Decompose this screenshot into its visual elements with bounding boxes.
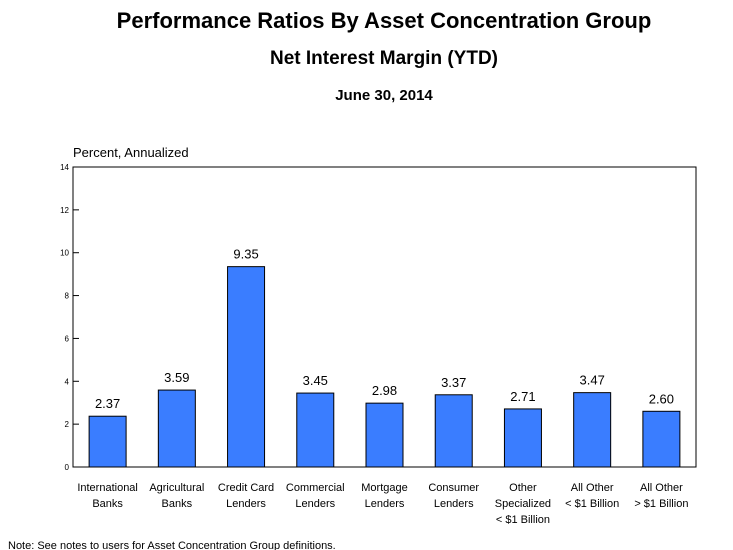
y-tick-label: 4 bbox=[65, 377, 70, 386]
y-axis-label: Percent, Annualized bbox=[73, 145, 189, 160]
x-tick-label: Lenders bbox=[434, 498, 474, 510]
bar bbox=[227, 266, 266, 468]
x-tick-label: Consumer bbox=[428, 482, 479, 494]
bar-value-label: 9.35 bbox=[233, 247, 258, 262]
y-tick-label: 8 bbox=[65, 292, 70, 301]
bar-value-label: 3.59 bbox=[164, 370, 189, 385]
bar bbox=[434, 394, 473, 468]
y-tick-label: 2 bbox=[65, 420, 70, 429]
y-tick-label: 6 bbox=[65, 334, 70, 343]
x-tick-label: < $1 Billion bbox=[565, 498, 619, 510]
x-tick-label: Specialized bbox=[495, 498, 551, 510]
chart-title: Performance Ratios By Asset Concentratio… bbox=[117, 8, 652, 33]
y-axis: 0 2 4 6 8 10 12 14 bbox=[60, 163, 79, 472]
x-tick-label: Banks bbox=[92, 498, 123, 510]
y-tick-label: 0 bbox=[65, 463, 70, 472]
x-tick-label: > $1 Billion bbox=[634, 498, 688, 510]
x-axis: International Banks Agricultural Banks Credi… bbox=[77, 482, 688, 526]
x-tick-label: All Other bbox=[640, 482, 683, 494]
x-tick-label: Lenders bbox=[226, 498, 266, 510]
x-tick-label: International bbox=[77, 482, 138, 494]
bar-value-label: 2.71 bbox=[510, 389, 535, 404]
chart-date: June 30, 2014 bbox=[335, 87, 433, 104]
footnote: Note: See notes to users for Asset Conce… bbox=[8, 540, 336, 550]
x-tick-label: All Other bbox=[571, 482, 614, 494]
bar-value-label: 2.60 bbox=[649, 391, 674, 406]
x-tick-label: Other bbox=[509, 482, 537, 494]
bar bbox=[365, 402, 404, 468]
bar bbox=[573, 392, 612, 468]
x-tick-label: Commercial bbox=[286, 482, 345, 494]
x-tick-label: < $1 Billion bbox=[496, 514, 550, 526]
y-tick-label: 14 bbox=[60, 163, 69, 172]
x-tick-label: Credit Card bbox=[218, 482, 274, 494]
bar-value-label: 2.37 bbox=[95, 396, 120, 411]
x-tick-label: Banks bbox=[162, 498, 193, 510]
x-tick-label: Agricultural bbox=[149, 482, 204, 494]
x-tick-label: Lenders bbox=[295, 498, 335, 510]
bar bbox=[88, 415, 127, 468]
y-tick-label: 10 bbox=[60, 249, 69, 258]
bar-value-label: 3.47 bbox=[580, 373, 605, 388]
bar bbox=[503, 408, 542, 468]
y-tick-label: 12 bbox=[60, 206, 69, 215]
x-tick-label: Mortgage bbox=[361, 482, 407, 494]
bar-value-label: 2.98 bbox=[372, 383, 397, 398]
bar-value-label: 3.45 bbox=[303, 373, 328, 388]
bars: 2.37 3.59 9.35 3.45 2.98 3.37 2.71 3.47 2.60 bbox=[88, 247, 681, 468]
bar bbox=[296, 392, 335, 468]
x-tick-label: Lenders bbox=[365, 498, 405, 510]
bar-value-label: 3.37 bbox=[441, 375, 466, 390]
bar bbox=[642, 410, 681, 468]
bar bbox=[157, 389, 196, 468]
chart-subtitle: Net Interest Margin (YTD) bbox=[270, 48, 498, 69]
